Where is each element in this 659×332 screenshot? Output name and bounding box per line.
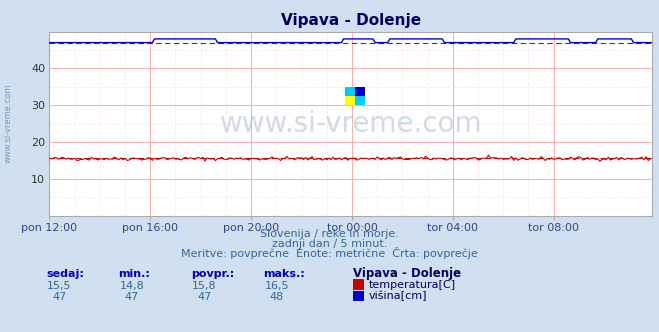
Text: 47: 47: [125, 292, 139, 302]
Text: višina[cm]: višina[cm]: [369, 291, 428, 301]
Text: Slovenija / reke in morje.: Slovenija / reke in morje.: [260, 229, 399, 239]
Text: 47: 47: [52, 292, 67, 302]
Text: Vipava - Dolenje: Vipava - Dolenje: [353, 267, 461, 280]
Title: Vipava - Dolenje: Vipava - Dolenje: [281, 13, 421, 28]
Text: temperatura[C]: temperatura[C]: [369, 280, 456, 290]
Text: sedaj:: sedaj:: [46, 269, 84, 279]
Text: 15,8: 15,8: [192, 281, 217, 291]
Text: www.si-vreme.com: www.si-vreme.com: [219, 110, 482, 138]
Text: 14,8: 14,8: [119, 281, 144, 291]
Text: Meritve: povprečne  Enote: metrične  Črta: povprečje: Meritve: povprečne Enote: metrične Črta:…: [181, 247, 478, 259]
Text: zadnji dan / 5 minut.: zadnji dan / 5 minut.: [272, 239, 387, 249]
Text: povpr.:: povpr.:: [191, 269, 235, 279]
Text: 15,5: 15,5: [47, 281, 72, 291]
Text: 48: 48: [270, 292, 284, 302]
Text: maks.:: maks.:: [264, 269, 305, 279]
Text: 16,5: 16,5: [264, 281, 289, 291]
Text: www.si-vreme.com: www.si-vreme.com: [3, 84, 13, 163]
Text: 47: 47: [197, 292, 212, 302]
Text: min.:: min.:: [119, 269, 150, 279]
